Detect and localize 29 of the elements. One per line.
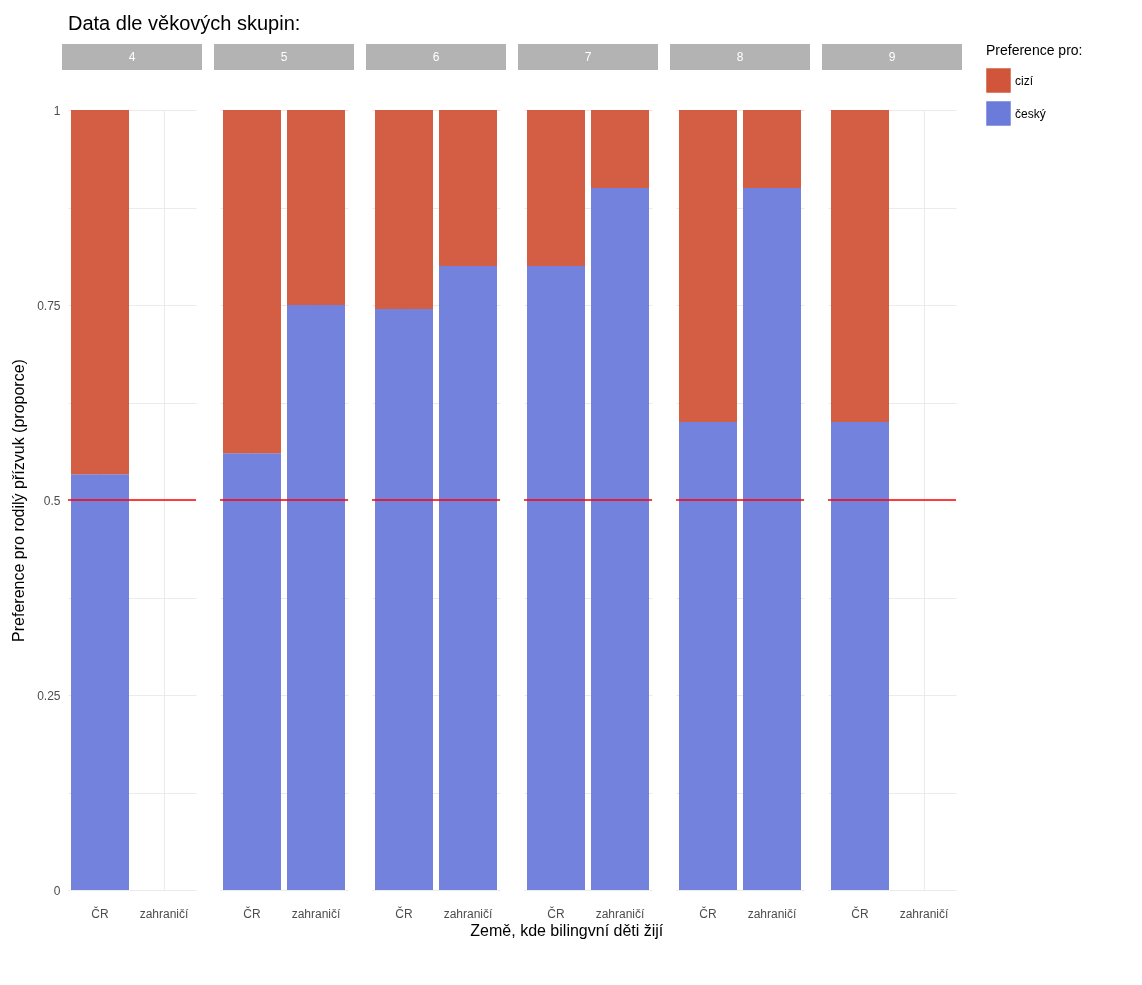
chart-title: 6 [432, 50, 440, 64]
x-tick-label: zahraničí [443, 906, 494, 921]
x-tick-label: ČR [243, 905, 261, 921]
text: Data dle věkových skupin: [68, 12, 301, 34]
y-tick-label: 1 [53, 103, 61, 118]
x-tick-label: zahraničí [291, 906, 342, 921]
y-tick-label: 0 [53, 883, 61, 898]
x-tick-label: zahraničí [595, 906, 646, 921]
x-tick-label: zahraničí [747, 906, 798, 921]
x-tick-label: ČR [395, 905, 413, 921]
y-tick-label: 0.25 [37, 688, 61, 703]
chart-title: 8 [736, 50, 744, 64]
y-tick-label: 0.5 [43, 493, 61, 508]
x-tick-label: zahraničí [139, 906, 190, 921]
x-axis-title: Země, kde bilingvní děti žijí [470, 922, 664, 939]
legend-title: Preference pro: [986, 42, 1083, 58]
chart-title: 7 [584, 50, 592, 64]
chart-title: 5 [280, 50, 288, 64]
x-tick-label: ČR [699, 905, 717, 921]
legend-label: cizí [1015, 73, 1034, 88]
x-tick-label: ČR [851, 905, 869, 921]
y-tick-label: 0.75 [37, 298, 61, 313]
x-tick-label: zahraničí [899, 906, 950, 921]
y-axis-title: Preference pro rodilý přízvuk (proporce) [10, 359, 28, 642]
legend-label: český [1015, 106, 1046, 121]
chart-title: 9 [888, 50, 896, 64]
x-tick-label: ČR [547, 905, 565, 921]
chart-title: 4 [128, 50, 136, 64]
x-tick-label: ČR [91, 905, 109, 921]
